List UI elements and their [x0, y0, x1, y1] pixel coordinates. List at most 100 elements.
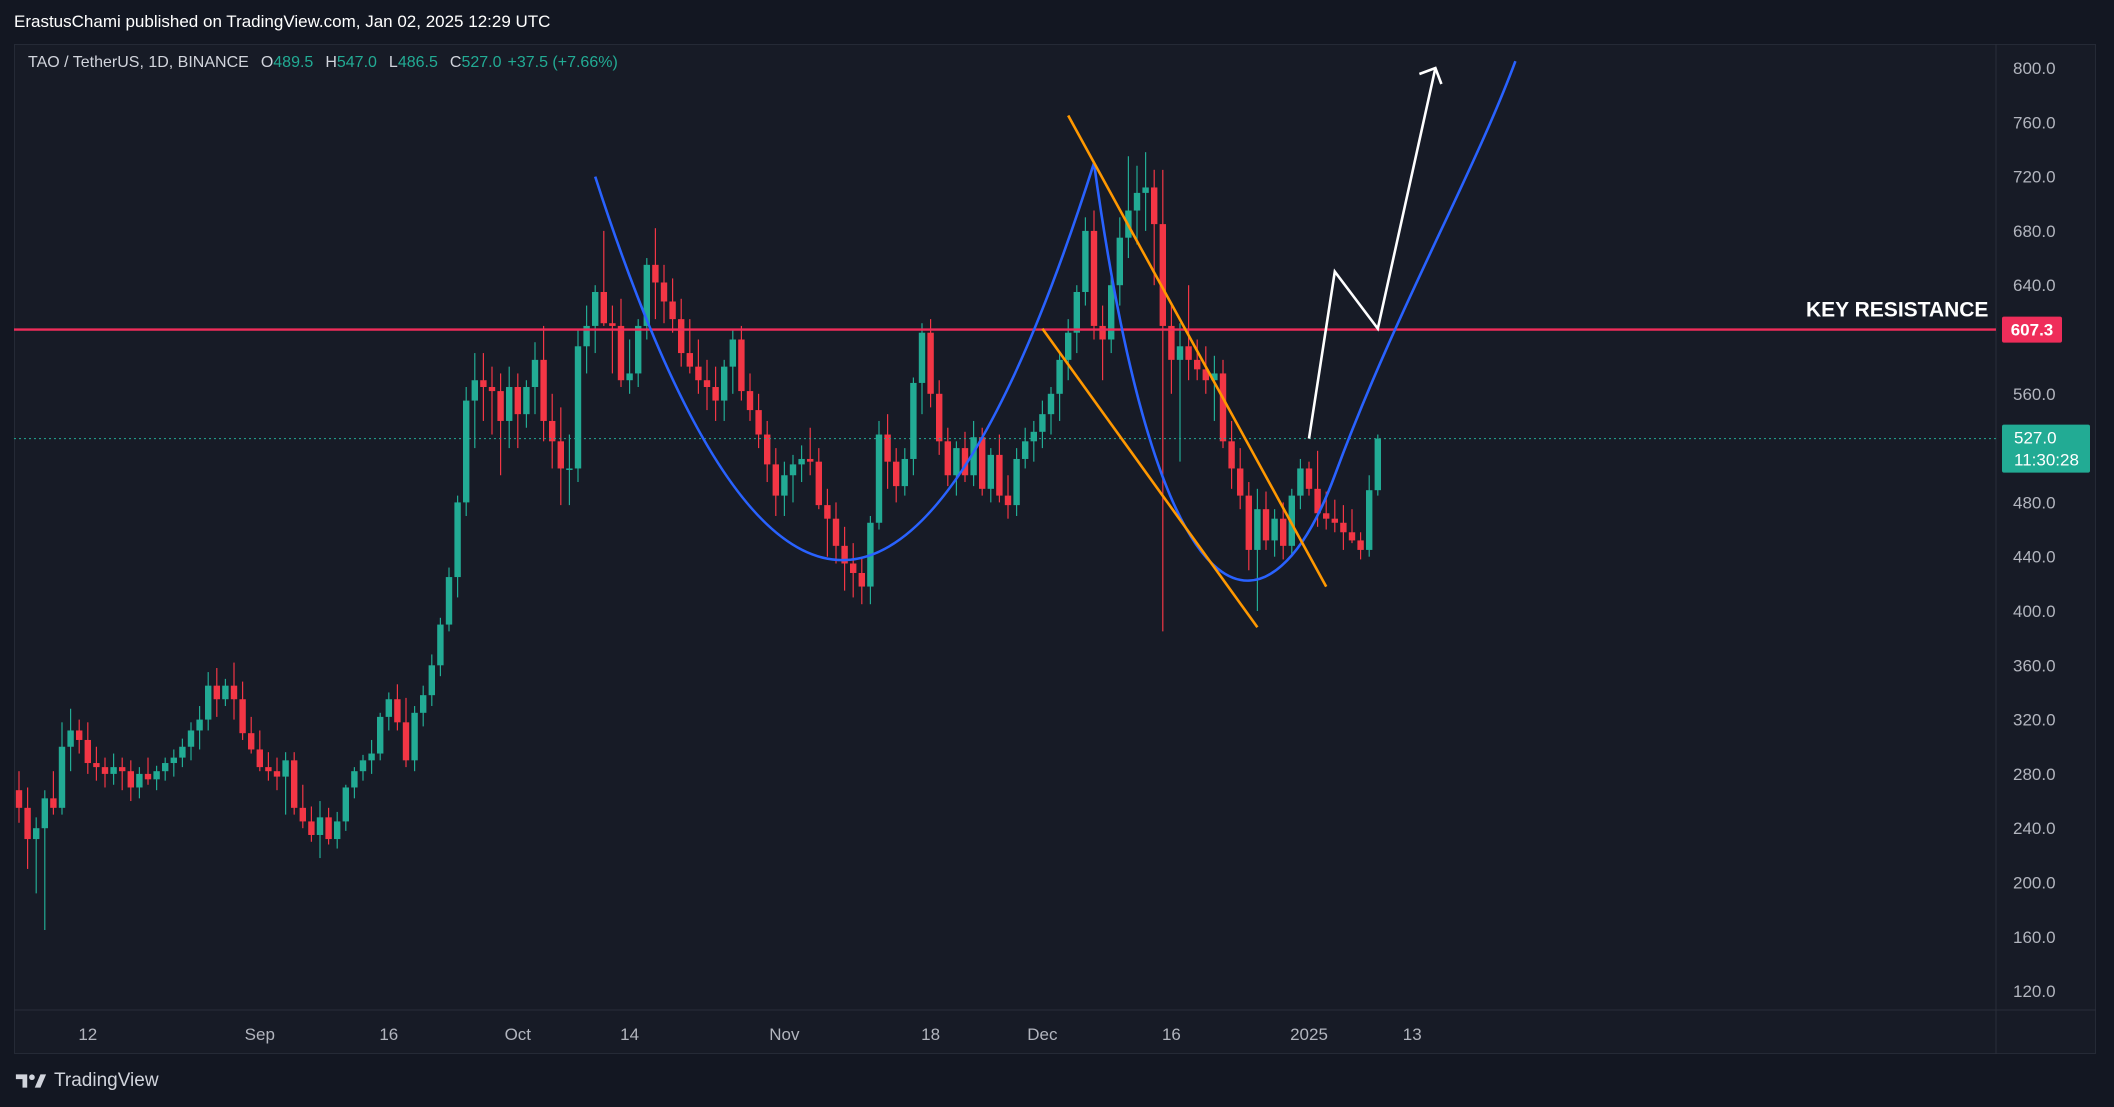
close-value: 527.0	[461, 54, 502, 71]
candle-body	[196, 719, 203, 731]
candle-body	[359, 760, 367, 772]
candle-body	[84, 739, 91, 764]
candle-body	[789, 464, 797, 476]
candle-body	[351, 771, 358, 788]
candle-body	[273, 771, 281, 777]
x-tick-label: Oct	[505, 1025, 532, 1044]
candle-body	[50, 798, 57, 808]
candle-body	[187, 730, 195, 747]
y-tick-label: 800.0	[2013, 59, 2056, 78]
candle-body	[127, 771, 134, 788]
candle-body	[1228, 441, 1235, 469]
candle-body	[1237, 468, 1244, 496]
candle-body	[643, 264, 650, 326]
candle-body	[1331, 518, 1338, 523]
candle-body	[944, 441, 951, 476]
candle-body	[1090, 230, 1098, 326]
candle-body	[652, 264, 659, 283]
candle-body	[428, 665, 435, 696]
candle-body	[1297, 468, 1304, 496]
candle-body	[781, 475, 788, 496]
candle-body	[1262, 509, 1270, 541]
candle-body	[1374, 438, 1381, 491]
candle-body	[445, 577, 453, 625]
candle-body	[807, 458, 814, 462]
close-key: C	[449, 54, 462, 71]
candle-body	[721, 366, 728, 401]
candle-body	[110, 767, 117, 774]
candle-body	[1116, 237, 1123, 286]
candle-body	[961, 448, 969, 476]
tradingview-brand: TradingView	[54, 1070, 159, 1091]
candle-body	[385, 699, 392, 717]
candle-body	[230, 685, 238, 700]
candle-body	[299, 807, 306, 822]
candle-body	[755, 410, 762, 435]
candle-body	[291, 760, 298, 808]
candle-body	[119, 767, 126, 772]
x-tick-label: Sep	[245, 1025, 275, 1044]
candle-body	[1254, 509, 1261, 550]
candle-body	[213, 685, 220, 700]
open-value: 489.5	[273, 54, 314, 71]
candle-body	[609, 323, 616, 326]
candle-body	[901, 458, 908, 487]
candle-body	[394, 699, 401, 723]
change-value: +37.5 (+7.66%)	[507, 54, 618, 71]
symbol-name[interactable]: TAO / TetherUS, 1D, BINANCE	[28, 54, 249, 71]
candle-body	[316, 817, 324, 835]
candle-body	[1340, 522, 1347, 533]
candle-body	[454, 502, 461, 578]
candle-body	[368, 753, 375, 761]
candle-body	[1280, 518, 1287, 546]
candle-body	[1288, 495, 1295, 546]
candle-body	[1133, 192, 1141, 211]
tradingview-footer[interactable]: TradingView	[14, 1068, 159, 1094]
candle-body	[841, 545, 848, 564]
x-tick-label: 18	[921, 1025, 940, 1044]
high-value: 547.0	[336, 54, 377, 71]
candle-body	[377, 716, 384, 754]
candle-body	[1271, 518, 1278, 541]
candle-body	[1030, 431, 1037, 442]
candle-body	[1065, 332, 1072, 360]
candle-body	[506, 387, 513, 421]
candle-body	[282, 760, 289, 777]
resistance-price-label: 607.3	[2011, 321, 2054, 340]
open-key: O	[260, 54, 274, 71]
candle-body	[549, 420, 556, 442]
candle-body	[953, 448, 960, 476]
candle-body	[153, 771, 160, 780]
channel-lower-line	[1041, 327, 1259, 629]
y-tick-label: 640.0	[2013, 276, 2056, 295]
candle-body	[540, 359, 547, 421]
candle-body	[738, 339, 745, 392]
chart-frame[interactable]	[14, 44, 2096, 1054]
candle-body	[179, 746, 186, 758]
candle-body	[239, 699, 246, 734]
y-tick-label: 480.0	[2013, 493, 2056, 512]
candle-body	[76, 730, 83, 740]
y-tick-label: 720.0	[2013, 168, 2056, 187]
publisher-header: ErastusChami published on TradingView.co…	[0, 0, 2114, 44]
candle-body	[144, 773, 152, 780]
candle-body	[1202, 369, 1209, 381]
x-tick-label: 2025	[1290, 1025, 1328, 1044]
candle-body	[764, 434, 771, 465]
candle-body	[798, 458, 805, 465]
candle-body	[420, 695, 427, 713]
candle-body	[222, 685, 229, 700]
candle-body	[488, 387, 496, 392]
candle-body	[617, 325, 625, 381]
key-resistance-annotation: KEY RESISTANCE	[1806, 299, 1988, 322]
low-value: 486.5	[397, 54, 438, 71]
candle-body	[712, 387, 719, 401]
candle-body	[583, 325, 590, 347]
cup-curve-right	[1092, 60, 1517, 582]
candle-body	[256, 749, 263, 768]
candle-body	[1323, 513, 1330, 519]
projection-arrowhead	[1418, 66, 1443, 85]
candle-body	[1056, 359, 1063, 394]
low-key: L	[388, 54, 398, 71]
